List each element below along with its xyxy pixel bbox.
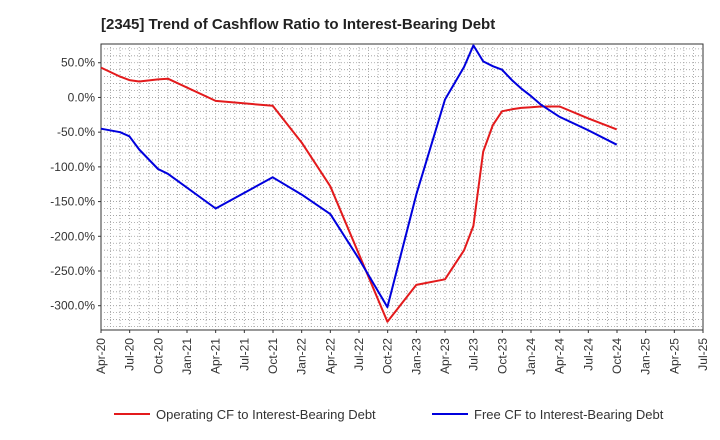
- grid: [101, 44, 703, 330]
- x-tick-label: Jan-23: [409, 338, 423, 375]
- y-tick-label: -200.0%: [50, 229, 95, 243]
- x-tick-label: Jan-24: [524, 338, 538, 375]
- x-tick-label: Jan-25: [639, 338, 653, 375]
- x-tick-label: Apr-20: [94, 338, 108, 374]
- x-tick-label: Jul-23: [467, 338, 481, 371]
- series-lines: [100, 44, 618, 323]
- y-tick-label: -50.0%: [57, 125, 95, 139]
- chart-title: [2345] Trend of Cashflow Ratio to Intere…: [101, 16, 496, 33]
- x-tick-label: Jul-20: [123, 338, 137, 371]
- plot-area: [100, 43, 704, 331]
- legend: Operating CF to Interest-Bearing Debt Fre…: [114, 407, 664, 422]
- legend-label: Operating CF to Interest-Bearing Debt: [156, 407, 376, 422]
- x-tick-label: Jul-21: [237, 338, 251, 371]
- x-tick-label: Oct-23: [495, 338, 509, 374]
- x-tick-label: Apr-22: [323, 338, 337, 374]
- y-tick-label: 50.0%: [61, 56, 95, 70]
- x-tick-label: Jan-21: [180, 338, 194, 375]
- y-tick-label: -150.0%: [50, 195, 95, 209]
- y-tick-label: -250.0%: [50, 264, 95, 278]
- x-tick-label: Apr-24: [553, 338, 567, 374]
- x-tick-label: Jul-22: [352, 338, 366, 371]
- y-tick-label: 0.0%: [68, 90, 96, 104]
- y-tick-label: -100.0%: [50, 160, 95, 174]
- series-line-operating-cf: [100, 66, 618, 323]
- x-tick-label: Jan-22: [295, 338, 309, 375]
- x-tick-label: Jul-25: [696, 338, 710, 371]
- x-tick-label: Apr-23: [438, 338, 452, 374]
- x-tick-label: Jul-24: [581, 338, 595, 371]
- x-tick-label: Apr-25: [667, 338, 681, 374]
- axes: 50.0% 0.0% -50.0% -100.0% -150.0% -200.0% -250…: [50, 56, 710, 375]
- x-tick-label: Oct-20: [151, 338, 165, 374]
- y-tick-label: -300.0%: [50, 299, 95, 313]
- legend-label: Free CF to Interest-Bearing Debt: [474, 407, 664, 422]
- x-tick-label: Oct-24: [610, 338, 624, 374]
- x-tick-label: Oct-21: [266, 338, 280, 374]
- x-tick-label: Oct-22: [381, 338, 395, 374]
- x-tick-label: Apr-21: [209, 338, 223, 374]
- series-line-free-cf: [100, 44, 618, 309]
